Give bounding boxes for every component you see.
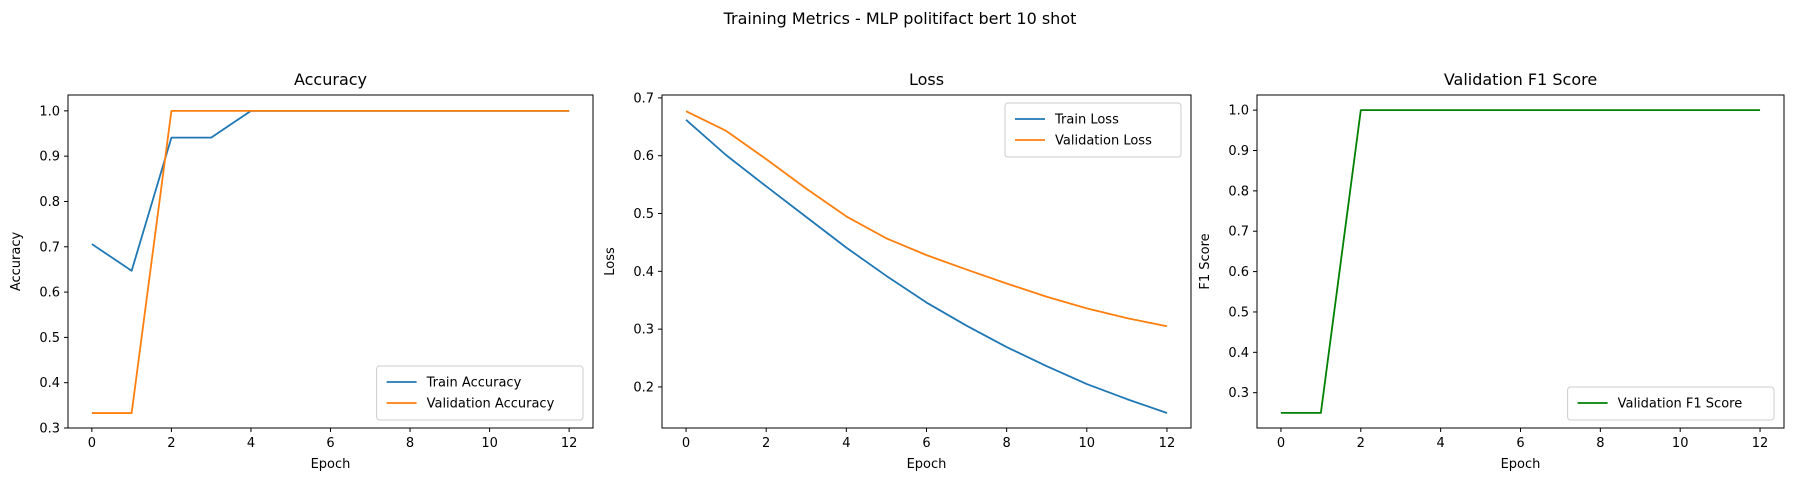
accuracy-y-tick-label: 0.5 <box>39 331 60 346</box>
f1-score-x-tick-label: 4 <box>1437 436 1445 451</box>
loss-y-tick-label: 0.6 <box>633 149 654 164</box>
f1-score-legend-label: Validation F1 Score <box>1618 397 1743 412</box>
f1-score-y-axis-label: F1 Score <box>1198 233 1213 289</box>
accuracy-legend-label: Train Accuracy <box>426 376 522 391</box>
f1-score-plot-frame <box>1256 94 1785 429</box>
loss-chart-title: Loss <box>909 70 944 89</box>
f1-score-legend: Validation F1 Score <box>1567 386 1775 421</box>
f1-score-y-tick-label: 0.3 <box>1228 386 1249 401</box>
f1-score-y-tick-label: 0.9 <box>1228 144 1249 159</box>
f1-score-x-tick-label: 6 <box>1516 436 1524 451</box>
f1-score-y-tick-label: 0.7 <box>1228 225 1249 240</box>
f1-score-x-axis-label: Epoch <box>1501 457 1541 472</box>
accuracy-y-tick-label: 1.0 <box>39 104 60 119</box>
accuracy-x-tick-label: 10 <box>481 436 498 451</box>
loss-series-train-loss-line <box>685 119 1168 414</box>
loss-legend-label: Validation Loss <box>1055 134 1152 149</box>
f1-score-legend-box <box>1567 386 1775 421</box>
accuracy-y-tick-label: 0.8 <box>39 195 60 210</box>
loss-y-axis-label: Loss <box>603 247 618 276</box>
f1-score-chart-title: Validation F1 Score <box>1444 70 1597 89</box>
loss-x-tick-label: 0 <box>682 436 690 451</box>
figure-suptitle: Training Metrics - MLP politifact bert 1… <box>723 9 1077 28</box>
f1-score-x-tick-label: 2 <box>1357 436 1365 451</box>
accuracy-chart: Accuracy 0 2 4 6 8 10 12 0.3 0.4 0.5 0.6 0.7 0.8 0.9 1.… <box>9 70 594 472</box>
f1-score-y-tick-label: 0.6 <box>1228 265 1249 280</box>
accuracy-y-axis-label: Accuracy <box>9 232 24 292</box>
loss-legend-label: Train Loss <box>1054 113 1119 128</box>
f1-score-x-tick-label: 10 <box>1672 436 1689 451</box>
accuracy-x-tick-label: 0 <box>88 436 96 451</box>
loss-legend-box <box>1004 102 1182 158</box>
accuracy-x-tick-label: 2 <box>167 436 175 451</box>
loss-chart: Loss 0 2 4 6 8 10 12 0.2 0.3 0.4 0.5 0.6 0.7 Epoch Loss… <box>603 70 1192 472</box>
accuracy-legend-label: Validation Accuracy <box>427 397 555 412</box>
accuracy-x-axis-label: Epoch <box>311 457 351 472</box>
accuracy-x-tick-label: 6 <box>326 436 334 451</box>
accuracy-y-tick-label: 0.6 <box>39 286 60 301</box>
accuracy-series-train-accuracy-line <box>91 109 570 272</box>
loss-x-tick-label: 4 <box>842 436 850 451</box>
accuracy-x-tick-label: 12 <box>561 436 578 451</box>
f1-score-series-validation-f1-score-line <box>1280 109 1761 414</box>
f1-score-x-tick-label: 12 <box>1752 436 1769 451</box>
accuracy-legend-box <box>376 365 584 421</box>
f1-score-x-tick-label: 8 <box>1596 436 1604 451</box>
f1-score-chart: Validation F1 Score 0 2 4 6 8 10 12 0.3 0.4 0.5 0.6… <box>1198 70 1785 472</box>
loss-x-tick-label: 8 <box>1003 436 1011 451</box>
loss-y-tick-label: 0.4 <box>633 265 654 280</box>
accuracy-x-tick-label: 8 <box>406 436 414 451</box>
loss-legend: Train Loss Validation Loss <box>1004 102 1182 158</box>
accuracy-y-tick-label: 0.4 <box>39 376 60 391</box>
loss-y-tick-label: 0.7 <box>633 91 654 106</box>
f1-score-y-tick-label: 1.0 <box>1228 104 1249 119</box>
accuracy-y-tick-label: 0.7 <box>39 240 60 255</box>
f1-score-x-tick-label: 0 <box>1277 436 1285 451</box>
f1-score-y-tick-label: 0.4 <box>1228 346 1249 361</box>
accuracy-y-tick-label: 0.9 <box>39 150 60 165</box>
loss-x-tick-label: 12 <box>1159 436 1176 451</box>
loss-series-validation-loss-line <box>685 110 1168 328</box>
loss-x-axis-label: Epoch <box>907 457 947 472</box>
f1-score-y-tick-label: 0.8 <box>1228 184 1249 199</box>
loss-x-tick-label: 10 <box>1079 436 1096 451</box>
f1-score-y-tick-label: 0.5 <box>1228 305 1249 320</box>
loss-y-tick-label: 0.5 <box>633 207 654 222</box>
accuracy-y-tick-label: 0.3 <box>39 422 60 437</box>
accuracy-legend: Train Accuracy Validation Accuracy <box>376 365 584 421</box>
loss-y-tick-label: 0.2 <box>633 380 654 395</box>
accuracy-series-validation-accuracy-line <box>91 109 570 414</box>
accuracy-x-tick-label: 4 <box>247 436 255 451</box>
accuracy-chart-title: Accuracy <box>294 70 367 89</box>
loss-x-tick-label: 2 <box>762 436 770 451</box>
loss-x-tick-label: 6 <box>922 436 930 451</box>
loss-y-tick-label: 0.3 <box>633 323 654 338</box>
